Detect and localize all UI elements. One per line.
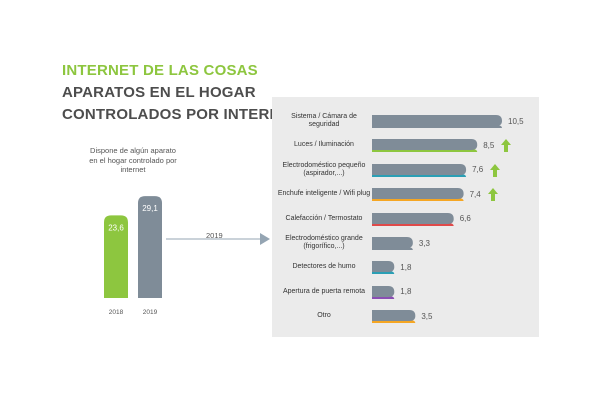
category-label: Sistema / Cámara de seguridad [291,113,357,128]
bar [372,261,395,273]
list-item: Apertura de puerta remota 1,8 [272,280,539,304]
bar-value-label: 3,5 [421,311,433,321]
bar-graphic [372,285,395,299]
bar-graphic [372,212,454,226]
bar [372,285,395,297]
title-line-3: CONTROLADOS POR INTERNET (%) [62,106,329,123]
bar [372,163,467,175]
device-breakdown-panel: Sistema / Cámara de seguridad 10,5 Luces /… [272,97,539,337]
category-label: Calefacción / Termostato [285,214,363,222]
category-label: Electrodoméstico pequeño (aspirador,...) [282,161,366,177]
category-label: Apertura de puerta remota [282,287,366,295]
bar-value-label: 7,6 [472,165,484,175]
category-label: Luces / Iluminación [294,141,354,149]
bar-2019 [138,196,162,298]
bar-graphic [372,310,416,324]
left-chart-caption: Dispone de algún aparato en el hogar con… [89,146,177,174]
bar-graphic [372,163,467,177]
bar-value-label: 10,5 [508,116,524,126]
bar-graphic [372,237,413,250]
list-item: Electrodoméstico pequeño (aspirador,...)… [272,158,539,182]
bar-value-label: 8,5 [483,140,495,150]
list-item: Calefacción / Termostato 6,6 [272,207,539,231]
bar [372,188,464,200]
list-item: Otro 3,5 [272,304,539,328]
bar [372,237,413,248]
bar-graphic [372,188,464,202]
year-label: 2018 [109,309,124,316]
bar-value-label: 3,3 [418,238,430,248]
up-arrow-icon [490,163,501,177]
bar-value-label: 6,6 [459,214,471,224]
bar [372,212,454,224]
title-line-1: INTERNET DE LAS COSAS [62,62,258,79]
bar-graphic [372,115,502,128]
list-item: Electrodoméstico grande (frigorífico,...… [272,231,539,255]
bar-value-label: 1,8 [400,262,412,272]
bar [372,115,502,126]
bar-value-label: 1,8 [400,287,412,297]
arrow-year-label: 2019 [206,231,223,240]
list-item: Luces / Iluminación 8,5 [272,133,539,157]
bar-graphic [372,139,478,153]
bar-value-label: 29,1 [142,204,158,213]
chart-title: INTERNET DE LAS COSAS APARATOS EN EL HOG… [62,60,328,126]
right-arrow-icon [166,233,270,245]
left-bar-chart: 23,6 2018 29,1 2019 [104,196,162,316]
bar-value-label: 23,6 [108,223,124,232]
category-label: Enchufe inteligente / Wifi plug [277,190,371,198]
list-item: Detectores de humo 1,8 [272,255,539,279]
up-arrow-icon [487,188,498,202]
category-label: Otro [317,312,331,320]
bar-value-label: 7,4 [469,189,481,199]
title-line-2: APARATOS EN EL HOGAR [62,84,256,101]
list-item: Enchufe inteligente / Wifi plug 7,4 [272,182,539,206]
bar [372,139,478,151]
category-label: Electrodoméstico grande (frigorífico,...… [285,235,363,250]
year-label: 2019 [143,309,158,316]
category-label: Detectores de humo [292,263,356,271]
list-item: Sistema / Cámara de seguridad 10,5 [272,109,539,133]
bar-2018 [104,215,128,298]
up-arrow-icon [501,139,512,153]
bar [372,310,416,322]
bar-graphic [372,261,395,275]
